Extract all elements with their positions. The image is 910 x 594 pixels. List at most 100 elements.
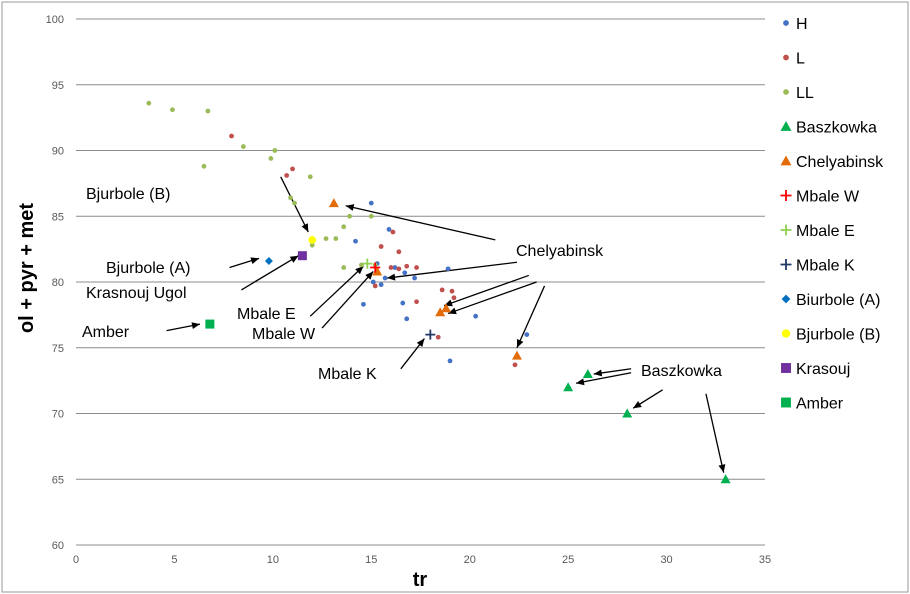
point-h [370, 279, 376, 285]
legend-marker-chelyabinsk [780, 155, 792, 166]
arrow-head-bjurbole-a [250, 257, 260, 265]
arrow-head-chelyabinsk [387, 273, 396, 281]
point-mbale-e [362, 258, 373, 269]
point-l [512, 362, 518, 368]
point-baszkowka [582, 369, 593, 379]
annotation-label-krasnouj-ugol: Krasnouj Ugol [86, 285, 187, 302]
point-l [449, 288, 455, 294]
annotation-label-amber: Amber [82, 324, 130, 341]
point-l [396, 266, 402, 272]
point-ll [341, 224, 347, 230]
legend-label-ll: LL [796, 85, 814, 102]
y-tick-label: 90 [52, 146, 64, 158]
point-h [524, 332, 530, 337]
arrow-line-chelyabinsk [345, 205, 496, 241]
point-chelyabinsk [435, 307, 446, 317]
point-baszkowka [622, 408, 633, 418]
legend-label-bjurbole-b: Bjurbole (B) [796, 327, 880, 344]
legend-marker-baszkowka [780, 121, 792, 131]
x-axis-title: tr [413, 569, 428, 591]
x-tick-label: 25 [562, 554, 574, 566]
annotation-label-mbale-e: Mbale E [237, 306, 296, 323]
point-l [388, 265, 394, 270]
arrow-line-krasnouj-ugol [241, 255, 299, 291]
arrow-head-chelyabinsk [345, 204, 355, 211]
x-tick-label: 15 [365, 554, 377, 566]
x-tick-label: 35 [759, 554, 771, 566]
point-l [372, 283, 378, 289]
arrow-head-amber [191, 322, 201, 330]
legend-label-amber: Amber [796, 396, 844, 413]
y-axis-title: ol + pyr + met [16, 203, 38, 333]
point-h [447, 358, 453, 364]
point-l [414, 265, 419, 270]
point-l [229, 133, 234, 139]
y-tick-label: 75 [52, 343, 64, 355]
point-ll [292, 200, 297, 206]
arrow-head-mbale-k [416, 338, 425, 348]
point-l [435, 334, 441, 340]
legend-label-h: H [796, 16, 808, 33]
legend-marker-bjurbole-b [781, 329, 791, 338]
gridlines [76, 18, 765, 546]
point-ll [268, 155, 274, 161]
point-ll [333, 236, 339, 242]
arrow-line-chelyabinsk [447, 281, 537, 315]
point-ll [323, 236, 329, 242]
legend-label-chelyabinsk: Chelyabinsk [796, 154, 884, 171]
legend-marker-krasouj [781, 363, 791, 373]
legend-marker-biurbole-a [781, 294, 791, 304]
point-ll [347, 213, 353, 219]
point-l [439, 287, 445, 293]
point-h [386, 227, 392, 232]
annotation-label-bjurbole-a: Bjurbole (A) [106, 260, 190, 277]
annotation-label-mbale-w: Mbale W [252, 326, 316, 343]
data-points [146, 100, 731, 484]
x-tick-label: 10 [267, 554, 279, 566]
y-axis-ticks: 60 65 70 75 80 85 90 95 100 [46, 14, 64, 552]
legend-marker-mbale-k [780, 259, 792, 270]
x-tick-label: 20 [464, 554, 476, 566]
point-h [378, 282, 384, 288]
point-h [400, 300, 406, 306]
arrow-line-chelyabinsk [443, 274, 529, 307]
legend-label-krasouj: Krasouj [796, 361, 850, 378]
point-ll [201, 163, 207, 169]
point-chelyabinsk [328, 198, 339, 208]
x-tick-label: 5 [171, 554, 177, 566]
arrow-line-chelyabinsk [516, 285, 546, 349]
legend-marker-h [783, 20, 789, 26]
point-ll [205, 108, 211, 114]
point-biurbole-a [264, 256, 273, 265]
point-h [404, 316, 410, 322]
point-ll [272, 148, 278, 153]
arrow-head-baszkowka [718, 464, 726, 473]
annotation-label-bjurbole-b: Bjurbole (B) [86, 186, 170, 203]
point-ll [240, 144, 246, 149]
arrow-line-mbale-w [321, 271, 374, 329]
legend-marker-mbale-w [780, 190, 792, 201]
y-tick-label: 70 [52, 409, 64, 421]
arrow-head-krasnouj-ugol [289, 255, 299, 263]
annotation-label-mbale-k: Mbale K [318, 366, 377, 383]
point-amber [205, 319, 215, 329]
legend-label-l: L [796, 51, 805, 68]
x-tick-label: 30 [660, 554, 672, 566]
point-l [414, 299, 419, 305]
point-l [378, 244, 384, 249]
point-baszkowka [720, 474, 731, 484]
legend-marker-mbale-e [780, 224, 792, 236]
y-tick-label: 85 [52, 211, 64, 223]
point-h [473, 313, 479, 319]
point-krasouj [297, 251, 307, 261]
point-l [396, 249, 402, 255]
legend-marker-amber [781, 397, 791, 408]
legend-marker-ll [783, 89, 789, 95]
arrow-head-baszkowka [576, 378, 585, 386]
point-h [382, 275, 388, 281]
arrow-head-baszkowka [593, 369, 603, 377]
y-tick-label: 60 [52, 540, 64, 552]
arrow-head-mbale-e [355, 266, 364, 275]
